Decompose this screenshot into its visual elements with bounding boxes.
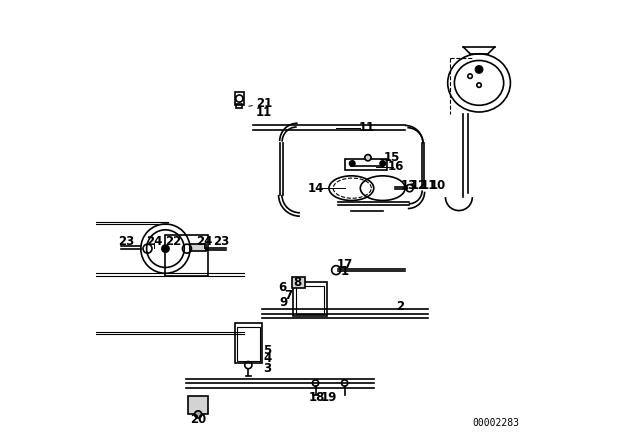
Text: 5: 5 xyxy=(264,344,272,357)
Text: 24: 24 xyxy=(196,234,212,248)
Text: 2: 2 xyxy=(397,300,404,314)
Circle shape xyxy=(476,66,483,73)
Text: 11: 11 xyxy=(256,106,272,120)
Text: 19: 19 xyxy=(321,391,337,404)
Ellipse shape xyxy=(365,155,371,161)
Text: 4: 4 xyxy=(264,352,272,365)
Text: 12: 12 xyxy=(410,179,427,193)
Text: 20: 20 xyxy=(190,413,206,426)
Text: 9: 9 xyxy=(279,296,287,309)
Text: 24: 24 xyxy=(146,234,163,248)
Text: 13: 13 xyxy=(401,179,417,193)
Bar xyxy=(292,277,305,288)
Text: 11: 11 xyxy=(420,179,436,193)
Bar xyxy=(236,104,243,108)
Text: 10: 10 xyxy=(430,179,446,193)
Text: 23: 23 xyxy=(118,234,134,248)
Text: 17: 17 xyxy=(337,258,353,271)
Bar xyxy=(345,159,387,170)
Text: 11: 11 xyxy=(359,121,375,134)
Text: 8: 8 xyxy=(294,276,301,289)
Text: 00002283: 00002283 xyxy=(472,418,520,428)
Bar xyxy=(165,235,208,276)
Bar xyxy=(235,323,262,363)
Text: 21: 21 xyxy=(256,97,272,111)
Text: 22: 22 xyxy=(165,234,181,248)
Text: 18: 18 xyxy=(309,391,326,404)
Text: 16: 16 xyxy=(388,160,404,173)
Circle shape xyxy=(195,411,202,418)
Text: 3: 3 xyxy=(264,362,271,375)
Bar xyxy=(296,286,324,314)
Text: 23: 23 xyxy=(213,234,230,248)
Text: 1: 1 xyxy=(340,265,349,279)
Bar xyxy=(235,92,244,105)
Bar xyxy=(237,327,260,361)
Bar xyxy=(188,396,208,414)
Circle shape xyxy=(349,161,355,166)
Text: 14: 14 xyxy=(307,181,324,195)
Circle shape xyxy=(380,161,385,166)
Circle shape xyxy=(162,245,169,252)
Text: 15: 15 xyxy=(383,151,400,164)
Circle shape xyxy=(236,95,243,102)
Text: 6: 6 xyxy=(278,281,286,294)
Text: 7: 7 xyxy=(285,289,292,302)
Bar xyxy=(293,282,327,316)
Bar xyxy=(190,244,206,251)
